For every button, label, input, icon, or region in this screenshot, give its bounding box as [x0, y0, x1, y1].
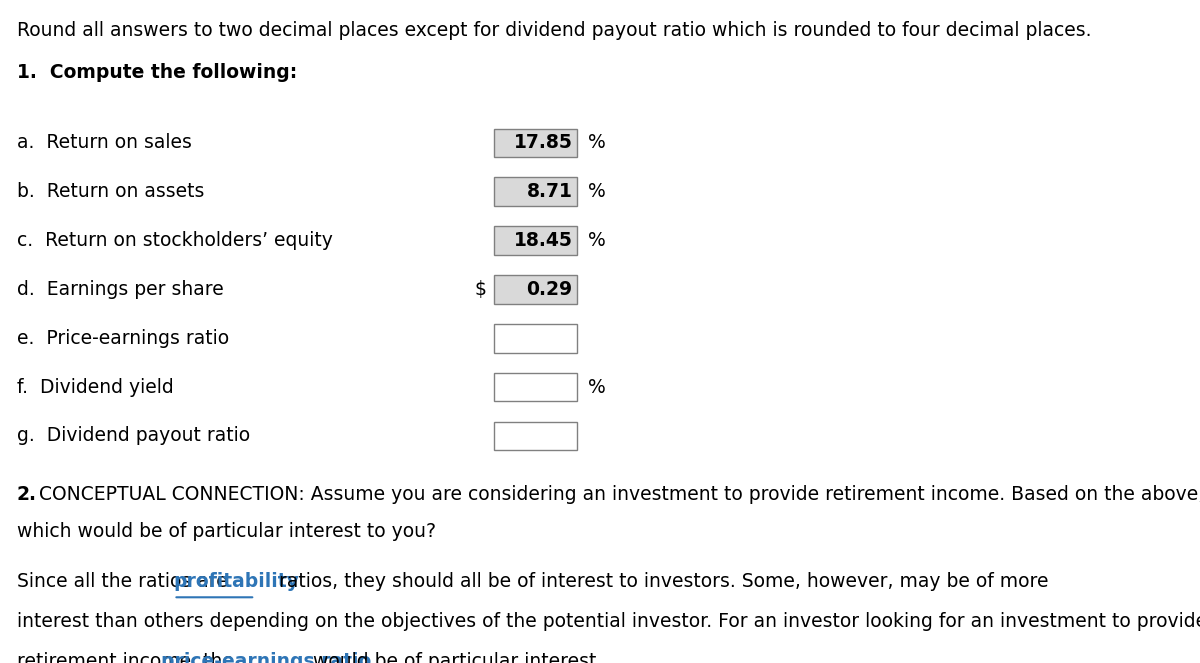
Text: interest than others depending on the objectives of the potential investor. For : interest than others depending on the ob…: [17, 611, 1200, 631]
Text: 18.45: 18.45: [514, 231, 572, 250]
Text: CONCEPTUAL CONNECTION: Assume you are considering an investment to provide retir: CONCEPTUAL CONNECTION: Assume you are co…: [34, 485, 1200, 505]
Text: e.  Price-earnings ratio: e. Price-earnings ratio: [17, 329, 229, 348]
FancyBboxPatch shape: [494, 129, 577, 157]
FancyBboxPatch shape: [157, 645, 294, 663]
Text: 8.71: 8.71: [527, 182, 572, 202]
FancyBboxPatch shape: [494, 373, 577, 401]
Text: 17.85: 17.85: [514, 133, 572, 152]
Text: f.  Dividend yield: f. Dividend yield: [17, 377, 173, 396]
Text: profitability: profitability: [174, 572, 300, 591]
Text: c.  Return on stockholders’ equity: c. Return on stockholders’ equity: [17, 231, 332, 250]
FancyBboxPatch shape: [494, 178, 577, 206]
Text: d.  Earnings per share: d. Earnings per share: [17, 280, 223, 299]
Text: %: %: [588, 182, 606, 202]
Text: 1.  Compute the following:: 1. Compute the following:: [17, 62, 296, 82]
Text: 2.: 2.: [17, 485, 37, 505]
Text: would be of particular interest.: would be of particular interest.: [295, 652, 602, 663]
Text: Round all answers to two decimal places except for dividend payout ratio which i: Round all answers to two decimal places …: [17, 21, 1091, 40]
FancyBboxPatch shape: [494, 226, 577, 255]
Text: $: $: [475, 280, 486, 299]
Text: g.  Dividend payout ratio: g. Dividend payout ratio: [17, 426, 250, 446]
Text: ratios, they should all be of interest to investors. Some, however, may be of mo: ratios, they should all be of interest t…: [256, 572, 1049, 591]
Text: Since all the ratios are: Since all the ratios are: [17, 572, 233, 591]
Text: retirement income, the: retirement income, the: [17, 652, 240, 663]
Text: %: %: [588, 231, 606, 250]
FancyBboxPatch shape: [494, 324, 577, 353]
Text: %: %: [588, 377, 606, 396]
Text: price-earnings ratio: price-earnings ratio: [161, 652, 371, 663]
FancyBboxPatch shape: [494, 422, 577, 450]
Text: b.  Return on assets: b. Return on assets: [17, 182, 204, 202]
FancyBboxPatch shape: [494, 275, 577, 304]
Text: which would be of particular interest to you?: which would be of particular interest to…: [17, 522, 436, 541]
Text: a.  Return on sales: a. Return on sales: [17, 133, 192, 152]
Text: 0.29: 0.29: [527, 280, 572, 299]
Text: %: %: [588, 133, 606, 152]
